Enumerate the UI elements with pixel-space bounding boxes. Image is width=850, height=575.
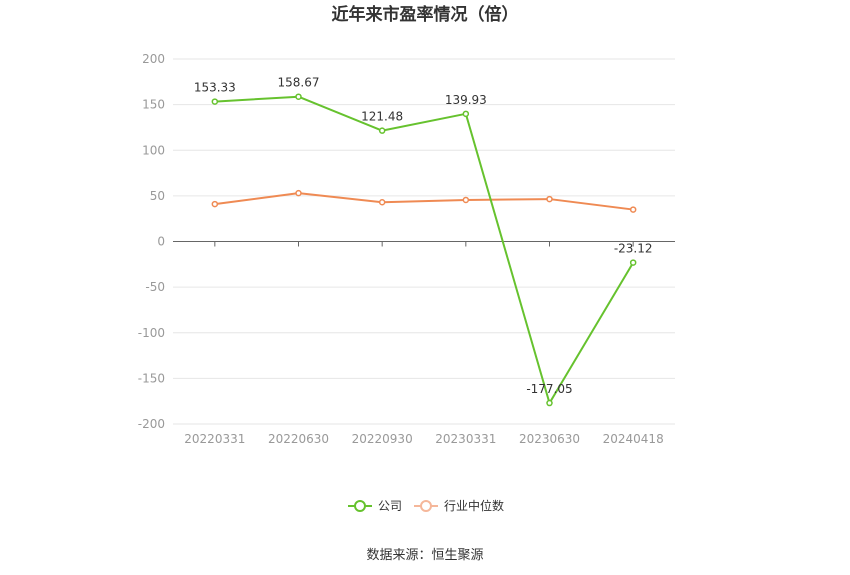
data-label-company: -177.05 [526, 382, 572, 396]
chart-title: 近年来市盈率情况（倍） [332, 4, 519, 25]
y-tick-label: -200 [138, 417, 165, 431]
data-point-company[interactable] [629, 259, 637, 266]
data-point-industry-median[interactable] [378, 199, 386, 206]
data-source: 数据来源：恒生聚源 [366, 548, 483, 563]
data-label-company: -23.12 [614, 242, 653, 256]
x-axis: 20220331 20220630 20220930 20230331 20230630… [173, 241, 675, 446]
legend-item-industry-median[interactable]: 行业中位数 [414, 498, 504, 513]
series-line-industry-median [214, 192, 634, 211]
y-tick-label: -100 [138, 326, 165, 340]
series-group [211, 93, 637, 407]
data-point-industry-median[interactable] [462, 196, 470, 204]
data-label-company: 139.93 [445, 93, 487, 107]
x-tick-label: 20220930 [352, 432, 413, 446]
series-line-company [214, 95, 635, 405]
legend: 公司 行业中位数 [348, 498, 504, 513]
x-tick-label: 20230630 [519, 432, 580, 446]
data-labels: 153.33 158.67 121.48 139.93 -177.05 -23.12 [194, 76, 653, 396]
x-tick-label: 20230331 [435, 432, 496, 446]
legend-item-company[interactable]: 公司 [348, 499, 402, 513]
legend-label-company: 公司 [378, 499, 402, 513]
x-tick-label: 20220630 [268, 432, 329, 446]
legend-label-industry-median: 行业中位数 [444, 498, 504, 513]
y-axis: 200 150 100 50 0 -50 -100 -150 -200 [138, 52, 165, 431]
data-point-industry-median[interactable] [295, 189, 302, 197]
data-label-company: 153.33 [194, 81, 236, 95]
data-point-industry-median[interactable] [546, 195, 553, 203]
data-point-company[interactable] [295, 93, 302, 100]
y-tick-label: 100 [142, 143, 165, 157]
x-tick-label: 20220331 [184, 432, 245, 446]
y-tick-label: 50 [150, 189, 165, 203]
x-tick-label: 20240418 [603, 432, 664, 446]
y-tick-label: -50 [145, 280, 165, 294]
legend-marker-company [354, 500, 366, 512]
y-tick-label: 200 [142, 52, 165, 66]
y-tick-label: 0 [157, 235, 165, 249]
data-point-industry-median[interactable] [629, 206, 637, 213]
y-tick-label: -150 [138, 371, 165, 385]
data-point-company[interactable] [211, 98, 219, 105]
y-tick-label: 150 [142, 98, 165, 112]
data-point-company[interactable] [378, 127, 386, 134]
data-point-company[interactable] [462, 110, 470, 118]
legend-marker-industry-median [420, 500, 432, 512]
data-label-company: 158.67 [278, 76, 320, 90]
data-label-company: 121.48 [361, 110, 403, 124]
data-point-industry-median[interactable] [211, 200, 219, 208]
data-point-company[interactable] [546, 399, 553, 407]
